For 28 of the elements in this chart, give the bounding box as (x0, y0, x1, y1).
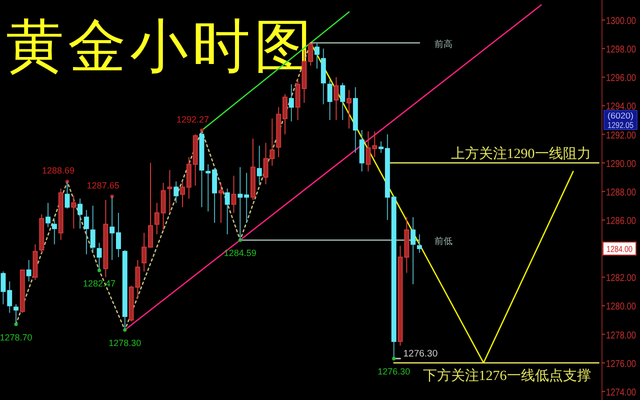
series-label: 前低 (434, 236, 452, 246)
series-label: 下方关注1276一线低点支撑 (422, 368, 591, 384)
y-tick-label: 1294.00 (606, 102, 640, 113)
y-tick-label: 1290.00 (606, 158, 640, 170)
y-tick-label: 1276.00 (606, 358, 640, 370)
data-label: 1288.69 (42, 166, 75, 176)
series-label: 上方关注1290一线阻力 (450, 146, 591, 162)
current-price: 1284.00 (602, 242, 638, 256)
y-tick-label: 1288.00 (606, 187, 640, 198)
y-tick-label: 1296.00 (606, 73, 640, 84)
data-label: 1282.47 (82, 278, 116, 288)
y-tick-label: 1280.00 (606, 302, 640, 313)
y-tick-label: 1282.00 (606, 273, 640, 284)
y-tick-label: 1274.00 (606, 387, 640, 398)
y-tick-label: 1292.00 (606, 130, 640, 142)
data-label: 1278.70 (0, 332, 32, 342)
data-label: 1276.30 (403, 348, 438, 360)
series-label: 前高 (434, 38, 452, 49)
y-tick-label: 1286.00 (606, 216, 640, 227)
data-label: 1276.30 (378, 366, 410, 377)
y-tick-label: 1298.00 (606, 44, 640, 56)
info-box: (6020) 1292.05 (604, 110, 638, 130)
y-tick-label: 1278.00 (606, 330, 640, 342)
data-label: 1287.65 (86, 180, 120, 190)
data-label: 1284.59 (224, 248, 256, 258)
y-tick-label: 1300.00 (606, 16, 640, 27)
data-label: 1292.27 (176, 114, 210, 124)
data-label: 1278.30 (108, 338, 142, 348)
